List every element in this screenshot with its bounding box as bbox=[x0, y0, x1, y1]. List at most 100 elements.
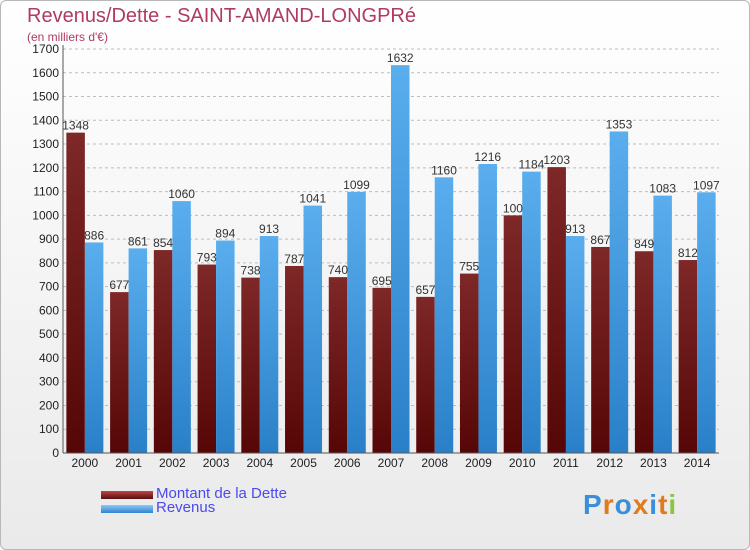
value-label-dette: 695 bbox=[372, 274, 392, 288]
value-label-dette: 740 bbox=[328, 263, 348, 277]
value-label-revenus: 1353 bbox=[606, 117, 633, 131]
value-label-dette: 849 bbox=[634, 237, 654, 251]
y-tick-label: 100 bbox=[39, 422, 59, 436]
bar-dette bbox=[110, 292, 129, 453]
x-tick-label: 2004 bbox=[246, 456, 273, 470]
x-tick-label: 2003 bbox=[203, 456, 230, 470]
y-tick-label: 700 bbox=[39, 280, 59, 294]
value-label-revenus: 1099 bbox=[343, 178, 370, 192]
value-label-dette: 812 bbox=[678, 246, 698, 260]
y-tick-label: 1000 bbox=[32, 208, 59, 222]
y-tick-label: 1500 bbox=[32, 90, 59, 104]
y-tick-label: 300 bbox=[39, 375, 59, 389]
y-tick-label: 900 bbox=[39, 232, 59, 246]
bar-dette bbox=[547, 167, 566, 453]
bar-revenus bbox=[697, 192, 716, 453]
x-tick-label: 2007 bbox=[378, 456, 405, 470]
x-tick-label: 2011 bbox=[553, 456, 579, 470]
logo-letter: x bbox=[632, 489, 650, 520]
value-label-revenus: 913 bbox=[565, 222, 585, 236]
bar-revenus bbox=[565, 236, 585, 453]
bar-dette bbox=[459, 273, 479, 453]
y-tick-label: 800 bbox=[39, 256, 59, 270]
bar-dette bbox=[416, 296, 435, 453]
bar-revenus bbox=[609, 131, 629, 453]
bar-dette bbox=[503, 215, 523, 453]
value-label-dette: 854 bbox=[153, 236, 173, 250]
y-tick-label: 1200 bbox=[32, 161, 59, 175]
value-labels: 1348 886 677 861 854 1060 793 894 738 913 787 1041 7… bbox=[62, 51, 720, 297]
bar-dette bbox=[197, 264, 217, 453]
value-label-revenus: 1083 bbox=[649, 182, 676, 196]
y-tick-label: 1300 bbox=[32, 137, 59, 151]
logo-letter: r bbox=[602, 489, 615, 520]
bar-revenus bbox=[391, 65, 410, 453]
logo-letter: i bbox=[649, 489, 659, 520]
legend-label-dette: Montant de la Dette bbox=[156, 485, 287, 502]
legend-label-revenus: Revenus bbox=[156, 499, 216, 516]
bar-dette bbox=[66, 132, 85, 453]
value-label-dette: 793 bbox=[197, 251, 217, 265]
logo-letter: o bbox=[614, 489, 633, 520]
value-label-dette: 100 bbox=[503, 201, 523, 215]
value-label-revenus: 1184 bbox=[519, 158, 545, 172]
bar-revenus bbox=[172, 201, 191, 453]
bar-revenus bbox=[434, 177, 454, 453]
bar-dette bbox=[372, 287, 391, 453]
y-tick-label: 1100 bbox=[33, 185, 59, 199]
x-tick-label: 2000 bbox=[72, 456, 99, 470]
x-tick-label: 2006 bbox=[334, 456, 361, 470]
x-tick-label: 2008 bbox=[421, 456, 448, 470]
bar-revenus bbox=[84, 242, 104, 453]
y-tick-label: 1400 bbox=[32, 113, 59, 127]
legend-swatch-revenus bbox=[101, 505, 153, 513]
bar-revenus bbox=[653, 195, 672, 453]
logo-letter: P bbox=[583, 489, 603, 520]
y-tick-label: 500 bbox=[39, 327, 59, 341]
y-tick-label: 0 bbox=[52, 446, 59, 460]
logo-letter: t bbox=[658, 489, 669, 520]
value-label-revenus: 1160 bbox=[431, 163, 457, 177]
value-label-revenus: 886 bbox=[84, 228, 104, 242]
value-label-revenus: 913 bbox=[259, 222, 279, 236]
y-tick-label: 400 bbox=[39, 351, 59, 365]
x-tick-label: 2013 bbox=[640, 456, 667, 470]
bar-revenus bbox=[259, 236, 279, 453]
value-label-dette: 1203 bbox=[543, 153, 570, 167]
value-label-revenus: 1060 bbox=[168, 187, 195, 201]
bar-dette bbox=[241, 277, 260, 453]
x-tick-label: 2014 bbox=[684, 456, 711, 470]
value-label-dette: 1348 bbox=[62, 119, 89, 133]
bar-dette bbox=[591, 246, 610, 453]
value-label-dette: 677 bbox=[109, 278, 129, 292]
value-label-revenus: 861 bbox=[128, 234, 148, 248]
value-label-revenus: 894 bbox=[215, 227, 235, 241]
value-label-revenus: 1632 bbox=[387, 51, 414, 65]
bar-revenus bbox=[303, 205, 323, 453]
bar-revenus bbox=[347, 191, 366, 454]
x-tick-label: 2001 bbox=[115, 456, 142, 470]
value-label-revenus: 1216 bbox=[474, 150, 501, 164]
bar-revenus bbox=[522, 171, 541, 453]
value-label-revenus: 1041 bbox=[299, 192, 326, 206]
bar-revenus bbox=[128, 248, 148, 453]
bar-revenus bbox=[478, 164, 497, 453]
value-label-dette: 657 bbox=[415, 283, 435, 297]
bar-dette bbox=[634, 251, 654, 453]
y-tick-label: 1700 bbox=[32, 42, 59, 56]
y-tick-label: 200 bbox=[39, 398, 59, 412]
x-tick-label: 2005 bbox=[290, 456, 317, 470]
bar-revenus bbox=[216, 240, 235, 453]
value-label-dette: 755 bbox=[459, 260, 479, 274]
chart-subtitle: (en milliers d'€) bbox=[27, 30, 108, 44]
x-tick-label: 2012 bbox=[596, 456, 623, 470]
y-tick-label: 600 bbox=[39, 303, 59, 317]
legend-swatch-dette bbox=[101, 491, 153, 499]
logo-letter: i bbox=[668, 489, 678, 520]
y-tick-label: 1600 bbox=[32, 66, 59, 80]
bar-dette bbox=[285, 265, 304, 453]
y-axis: 0 100 200 300 400 500 600 700 800 900 1000 1100 1200… bbox=[32, 42, 64, 460]
value-label-dette: 738 bbox=[241, 264, 261, 278]
x-tick-label: 2009 bbox=[465, 456, 492, 470]
